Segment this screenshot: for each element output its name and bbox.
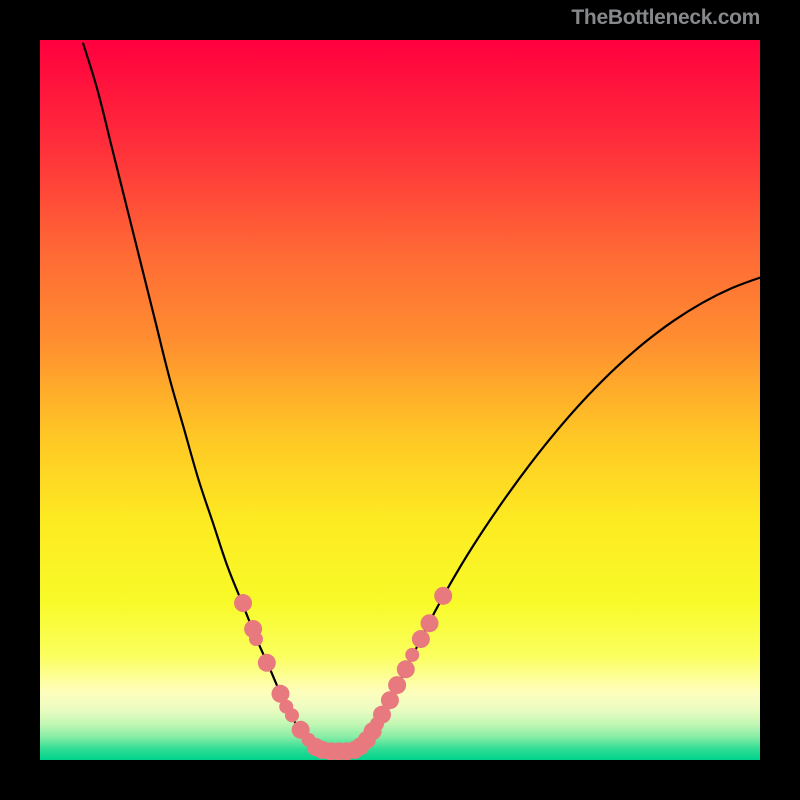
attribution-text: TheBottleneck.com — [571, 6, 760, 30]
chart-area — [40, 40, 760, 760]
bottleneck-chart — [40, 40, 760, 760]
data-marker — [434, 587, 452, 605]
data-marker — [412, 630, 430, 648]
gradient-background — [40, 40, 760, 760]
data-marker — [397, 660, 415, 678]
data-marker — [388, 676, 406, 694]
data-marker — [421, 614, 439, 632]
chart-frame: TheBottleneck.com — [0, 0, 800, 800]
data-marker — [249, 632, 263, 646]
data-marker — [405, 648, 419, 662]
data-marker — [285, 708, 299, 722]
data-marker — [258, 654, 276, 672]
data-marker — [234, 594, 252, 612]
